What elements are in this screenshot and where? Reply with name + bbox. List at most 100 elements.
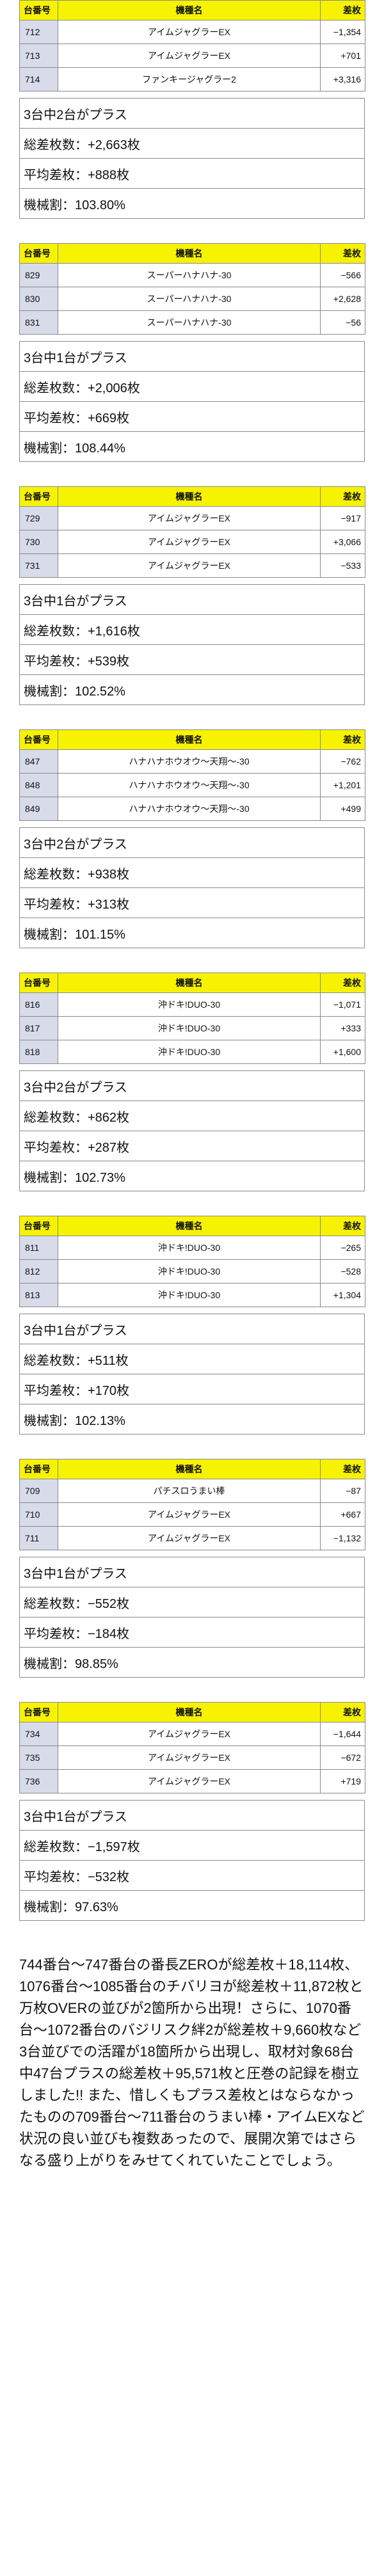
total-diff: 総差枚数：+862枚 [19,1101,365,1131]
table-header-row: 台番号 機種名 差枚 [19,1216,365,1236]
machine-name: ハナハナホウオウ〜天翔〜-30 [58,797,321,821]
machine-diff: −672 [320,1745,365,1770]
total-diff: 総差枚数：+1,616枚 [19,615,365,645]
machine-group: 台番号 機種名 差枚 811 沖ドキ!DUO-30 −265 812 沖ドキ!DUO-3… [19,1216,365,1459]
machine-number: 849 [19,797,58,821]
total-diff: 総差枚数：−1,597枚 [19,1831,365,1861]
machine-table: 台番号 機種名 差枚 847 ハナハナホウオウ〜天翔〜-30 −762 848 ハナハナ… [19,729,365,821]
machine-name: アイムジャグラーEX [58,1526,321,1550]
machine-name: スーパーハナハナ-30 [58,287,321,311]
total-diff: 総差枚数：+2,663枚 [19,129,365,159]
machine-group: 台番号 機種名 差枚 847 ハナハナホウオウ〜天翔〜-30 −762 848 ハナハナ… [19,729,365,973]
machine-name: アイムジャグラーEX [58,1722,321,1746]
average-diff: 平均差枚：+287枚 [19,1131,365,1161]
total-diff: 総差枚数：+938枚 [19,858,365,888]
table-row: 830 スーパーハナハナ-30 +2,628 [19,287,365,311]
table-row: 829 スーパーハナハナ-30 −566 [19,263,365,287]
machine-name: 沖ドキ!DUO-30 [58,1283,321,1307]
header-number: 台番号 [19,0,58,20]
machine-diff: −265 [320,1236,365,1260]
machine-rate: 機械割：102.73% [19,1161,365,1191]
machine-rate: 機械割：103.80% [19,189,365,219]
table-header-row: 台番号 機種名 差枚 [19,1702,365,1722]
total-diff: 総差枚数：+2,006枚 [19,372,365,402]
machine-number: 811 [19,1236,58,1260]
table-row: 736 アイムジャグラーEX +719 [19,1769,365,1793]
machine-name: 沖ドキ!DUO-30 [58,1259,321,1284]
machine-group: 台番号 機種名 差枚 729 アイムジャグラーEX −917 730 アイムジャグラーE… [19,486,365,729]
table-header-row: 台番号 機種名 差枚 [19,486,365,507]
machine-name: 沖ドキ!DUO-30 [58,1236,321,1260]
machine-number: 813 [19,1283,58,1307]
summary-paragraph: 744番台〜747番台の番長ZEROが総差枚＋18,114枚、1076番台〜10… [19,1957,365,2168]
average-diff: 平均差枚：+170枚 [19,1374,365,1404]
machine-diff: +3,316 [320,67,365,91]
table-row: 847 ハナハナホウオウ〜天翔〜-30 −762 [19,749,365,774]
machine-rate: 機械割：102.52% [19,675,365,705]
machine-name: スーパーハナハナ-30 [58,263,321,287]
machine-name: アイムジャグラーEX [58,553,321,578]
table-header-row: 台番号 機種名 差枚 [19,729,365,750]
table-row: 813 沖ドキ!DUO-30 +1,304 [19,1283,365,1307]
table-header-row: 台番号 機種名 差枚 [19,243,365,264]
table-row: 709 パチスロうまい棒 −87 [19,1479,365,1503]
machine-group: 台番号 機種名 差枚 709 パチスロうまい棒 −87 710 アイムジャグラーEX +6… [19,1459,365,1702]
table-header-row: 台番号 機種名 差枚 [19,973,365,993]
machine-name: アイムジャグラーEX [58,20,321,44]
machine-rate: 機械割：101.15% [19,918,365,948]
plus-count: 3台中1台がプラス [19,1800,365,1831]
machine-name: ハナハナホウオウ〜天翔〜-30 [58,749,321,774]
table-header-row: 台番号 機種名 差枚 [19,0,365,20]
machine-diff: −56 [320,310,365,335]
machine-table: 台番号 機種名 差枚 729 アイムジャグラーEX −917 730 アイムジャグラーE… [19,486,365,578]
table-row: 811 沖ドキ!DUO-30 −265 [19,1236,365,1260]
table-row: 714 ファンキージャグラー2 +3,316 [19,67,365,91]
table-row: 816 沖ドキ!DUO-30 −1,071 [19,992,365,1017]
machine-table: 台番号 機種名 差枚 811 沖ドキ!DUO-30 −265 812 沖ドキ!DUO-3… [19,1216,365,1307]
table-row: 849 ハナハナホウオウ〜天翔〜-30 +499 [19,797,365,821]
machine-rate: 機械割：97.63% [19,1891,365,1921]
table-row: 812 沖ドキ!DUO-30 −528 [19,1259,365,1284]
header-diff: 差枚 [320,486,365,507]
machine-diff: +2,628 [320,287,365,311]
machine-number: 709 [19,1479,58,1503]
header-diff: 差枚 [320,243,365,264]
header-diff: 差枚 [320,729,365,750]
machine-diff: −1,071 [320,992,365,1017]
machine-name: アイムジャグラーEX [58,1769,321,1793]
header-machine: 機種名 [58,1702,321,1722]
total-diff: 総差枚数：+511枚 [19,1344,365,1374]
plus-count: 3台中1台がプラス [19,1557,365,1587]
machine-number: 816 [19,992,58,1017]
machine-name: スーパーハナハナ-30 [58,310,321,335]
machine-diff: −1,132 [320,1526,365,1550]
plus-count: 3台中2台がプラス [19,98,365,129]
machine-number: 731 [19,553,58,578]
machine-number: 831 [19,310,58,335]
table-row: 730 アイムジャグラーEX +3,066 [19,530,365,554]
machine-diff: −533 [320,553,365,578]
plus-count: 3台中1台がプラス [19,584,365,615]
machine-diff: +667 [320,1502,365,1527]
machine-diff: −917 [320,506,365,530]
machine-diff: −528 [320,1259,365,1284]
average-diff: 平均差枚：+313枚 [19,888,365,918]
machine-group: 台番号 機種名 差枚 816 沖ドキ!DUO-30 −1,071 817 沖ドキ!DUO… [19,973,365,1216]
machine-name: 沖ドキ!DUO-30 [58,1040,321,1064]
header-machine: 機種名 [58,1216,321,1236]
machine-number: 729 [19,506,58,530]
table-row: 729 アイムジャグラーEX −917 [19,506,365,530]
average-diff: 平均差枚：−532枚 [19,1861,365,1891]
machine-name: アイムジャグラーEX [58,1745,321,1770]
average-diff: 平均差枚：−184枚 [19,1618,365,1648]
machine-name: アイムジャグラーEX [58,506,321,530]
machine-diff: +499 [320,797,365,821]
header-number: 台番号 [19,729,58,750]
page: 台番号 機種名 差枚 712 アイムジャグラーEX −1,354 713 アイムジャグラ… [19,0,365,2168]
machine-name: パチスロうまい棒 [58,1479,321,1503]
machine-diff: −1,354 [320,20,365,44]
machine-table: 台番号 機種名 差枚 734 アイムジャグラーEX −1,644 735 アイムジャグラ… [19,1702,365,1793]
header-machine: 機種名 [58,243,321,264]
average-diff: 平均差枚：+669枚 [19,402,365,432]
machine-number: 848 [19,773,58,797]
